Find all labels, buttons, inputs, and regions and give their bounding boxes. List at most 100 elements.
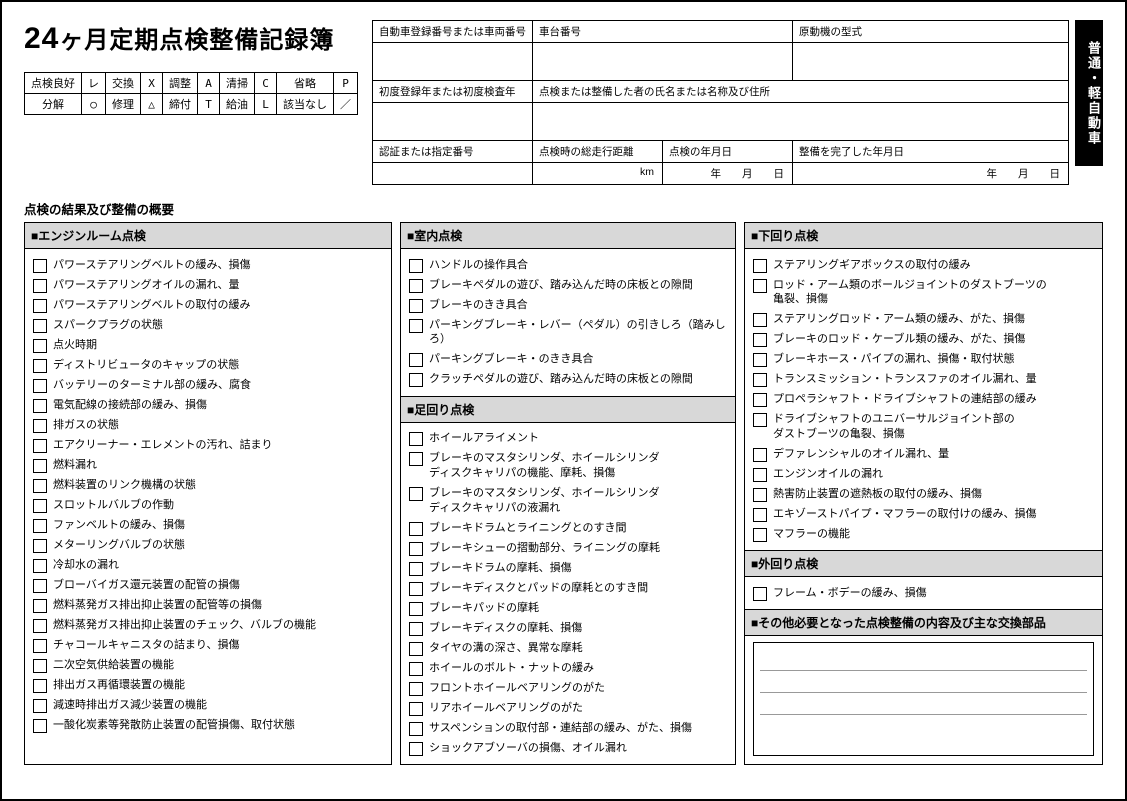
checkbox[interactable]: [409, 622, 423, 636]
checkbox[interactable]: [409, 582, 423, 596]
checkbox[interactable]: [753, 313, 767, 327]
inspection-record-sheet: 普通・軽自動車 24ヶ月定期点検整備記録簿 点検良好レ交換X調整A清掃C省略P分…: [0, 0, 1127, 801]
hdr-reg-value[interactable]: [373, 43, 533, 81]
checkbox[interactable]: [409, 373, 423, 387]
checkbox[interactable]: [409, 682, 423, 696]
inspection-item: 二次空気供給装置の機能: [33, 655, 383, 675]
column-engine-room: ■エンジンルーム点検 パワーステアリングベルトの緩み、損傷パワーステアリングオイ…: [24, 222, 392, 765]
checkbox[interactable]: [33, 499, 47, 513]
hdr-chassis-value[interactable]: [533, 43, 793, 81]
checkbox[interactable]: [753, 259, 767, 273]
checkbox[interactable]: [33, 439, 47, 453]
checkbox[interactable]: [33, 539, 47, 553]
legend-label: 省略: [277, 73, 334, 94]
hdr-first-reg-value[interactable]: [373, 103, 533, 141]
checkbox[interactable]: [33, 399, 47, 413]
checkbox[interactable]: [33, 639, 47, 653]
checkbox[interactable]: [33, 479, 47, 493]
checkbox[interactable]: [33, 459, 47, 473]
checkbox[interactable]: [753, 373, 767, 387]
checkbox[interactable]: [409, 742, 423, 756]
checkbox[interactable]: [409, 722, 423, 736]
inspection-item-text: 排ガスの状態: [53, 418, 383, 433]
inspection-item: ブレーキドラムとライニングとのすき間: [409, 518, 727, 538]
checkbox[interactable]: [753, 413, 767, 427]
inspection-item: リアホイールベアリングのがた: [409, 698, 727, 718]
inspection-item-text: ブレーキのロッド・ケーブル類の緩み、がた、損傷: [773, 332, 1094, 347]
checkbox[interactable]: [753, 468, 767, 482]
checkbox[interactable]: [33, 659, 47, 673]
inspection-item-text: ファンベルトの緩み、損傷: [53, 518, 383, 533]
checkbox[interactable]: [409, 299, 423, 313]
checkbox[interactable]: [753, 353, 767, 367]
checkbox[interactable]: [33, 339, 47, 353]
inspection-item-text: 排出ガス再循環装置の機能: [53, 678, 383, 693]
checkbox[interactable]: [33, 299, 47, 313]
checkbox[interactable]: [33, 259, 47, 273]
inspection-item-text: デファレンシャルのオイル漏れ、量: [773, 447, 1094, 462]
inspection-item-text: ブレーキドラムの摩耗、損傷: [429, 561, 727, 576]
checkbox[interactable]: [753, 508, 767, 522]
inspection-item: プロペラシャフト・ドライブシャフトの連結部の緩み: [753, 390, 1094, 410]
checkbox[interactable]: [409, 319, 423, 333]
checkbox[interactable]: [409, 353, 423, 367]
checkbox[interactable]: [409, 702, 423, 716]
checkbox[interactable]: [409, 562, 423, 576]
checkbox[interactable]: [33, 619, 47, 633]
checkbox[interactable]: [33, 699, 47, 713]
checkbox[interactable]: [753, 279, 767, 293]
inspection-item: ブレーキディスクとパッドの摩耗とのすき間: [409, 578, 727, 598]
checkbox[interactable]: [33, 519, 47, 533]
hdr-inspect-date-value[interactable]: 年 月 日: [663, 163, 793, 185]
inspection-item: フロントホイールベアリングのがた: [409, 678, 727, 698]
checkbox[interactable]: [409, 279, 423, 293]
checkbox[interactable]: [409, 452, 423, 466]
inspection-item-text: 一酸化炭素等発散防止装置の配管損傷、取付状態: [53, 718, 383, 733]
inspection-item: エキゾーストパイプ・マフラーの取付けの緩み、損傷: [753, 504, 1094, 524]
checkbox[interactable]: [409, 542, 423, 556]
hdr-inspector-value[interactable]: [533, 103, 1069, 141]
checkbox[interactable]: [753, 448, 767, 462]
checkbox[interactable]: [753, 393, 767, 407]
inspection-item: ブレーキパッドの摩耗: [409, 598, 727, 618]
inspection-item-text: ブレーキのマスタシリンダ、ホイールシリンダディスクキャリパの液漏れ: [429, 486, 727, 516]
checkbox[interactable]: [409, 522, 423, 536]
checkbox[interactable]: [33, 679, 47, 693]
inspection-item-text: 減速時排出ガス減少装置の機能: [53, 698, 383, 713]
inspection-item: ディストリビュータのキャップの状態: [33, 355, 383, 375]
checkbox[interactable]: [753, 488, 767, 502]
inspection-item-text: 燃料蒸発ガス排出抑止装置の配管等の損傷: [53, 598, 383, 613]
checkbox[interactable]: [753, 333, 767, 347]
checkbox[interactable]: [409, 662, 423, 676]
inspection-item-text: 二次空気供給装置の機能: [53, 658, 383, 673]
checkbox[interactable]: [33, 419, 47, 433]
checkbox[interactable]: [33, 319, 47, 333]
hdr-reg-label: 自動車登録番号または車両番号: [373, 21, 533, 43]
inspection-item: エンジンオイルの漏れ: [753, 464, 1094, 484]
checkbox[interactable]: [33, 559, 47, 573]
inspection-item-text: 点火時期: [53, 338, 383, 353]
checkbox[interactable]: [409, 432, 423, 446]
checkbox[interactable]: [409, 602, 423, 616]
other-notes-box[interactable]: [753, 642, 1094, 756]
checkbox[interactable]: [33, 379, 47, 393]
checkbox[interactable]: [33, 279, 47, 293]
checkbox[interactable]: [33, 359, 47, 373]
inspection-item: エアクリーナー・エレメントの汚れ、詰まり: [33, 435, 383, 455]
checkbox[interactable]: [33, 719, 47, 733]
checkbox[interactable]: [753, 528, 767, 542]
checkbox[interactable]: [753, 587, 767, 601]
checkbox[interactable]: [409, 259, 423, 273]
inspection-item: ハンドルの操作具合: [409, 255, 727, 275]
header-table-wrap: 自動車登録番号または車両番号 車台番号 原動機の型式 初度登録年または初度検査年…: [372, 20, 1069, 185]
checkbox[interactable]: [409, 642, 423, 656]
checkbox[interactable]: [33, 599, 47, 613]
legend-symbol: X: [141, 73, 163, 94]
hdr-cert-value[interactable]: [373, 163, 533, 185]
hdr-engine-value[interactable]: [793, 43, 1069, 81]
inspection-item: 燃料蒸発ガス排出抑止装置の配管等の損傷: [33, 595, 383, 615]
hdr-odometer-value[interactable]: km: [533, 163, 663, 185]
hdr-complete-date-value[interactable]: 年 月 日: [793, 163, 1069, 185]
checkbox[interactable]: [409, 487, 423, 501]
checkbox[interactable]: [33, 579, 47, 593]
